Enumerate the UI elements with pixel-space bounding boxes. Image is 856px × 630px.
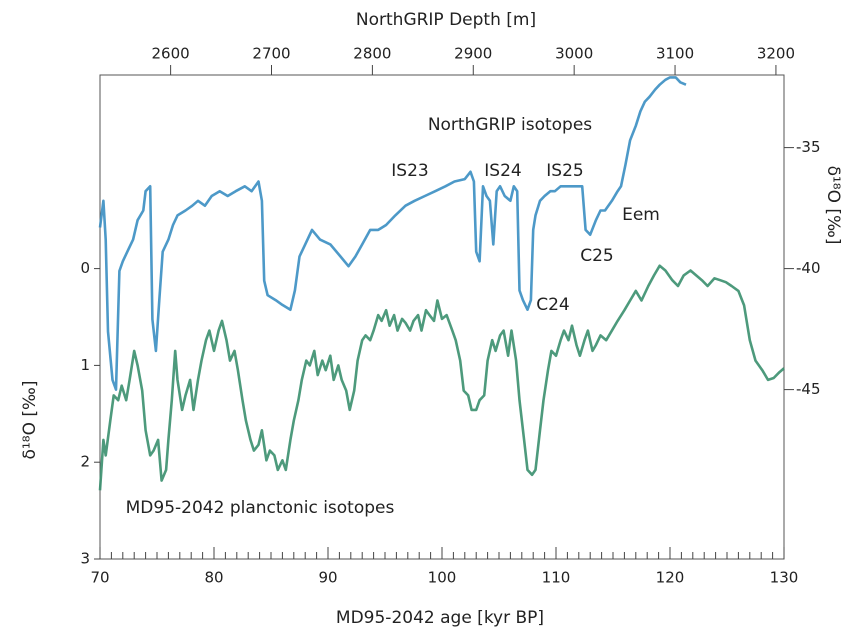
annotation: IS25 xyxy=(546,161,583,181)
series-label: MD95-2042 planctonic isotopes xyxy=(126,498,395,518)
x2-tick-label: 2900 xyxy=(454,45,492,63)
x-tick-label: 90 xyxy=(318,569,337,587)
y-tick-label: 3 xyxy=(80,550,90,568)
x-tick-label: 80 xyxy=(204,569,223,587)
y2-tick-label: -45 xyxy=(796,380,821,398)
annotation: IS23 xyxy=(391,161,428,181)
annotation: IS24 xyxy=(484,161,521,181)
x-tick-label: 130 xyxy=(770,569,799,587)
y-tick-label: 1 xyxy=(80,356,90,374)
x2-tick-label: 2700 xyxy=(252,45,290,63)
y2-tick-label: -40 xyxy=(796,259,821,277)
y2-axis-title: δ¹⁸O [‰] xyxy=(823,166,843,245)
x2-axis-title: NorthGRIP Depth [m] xyxy=(356,10,536,30)
y-axis-title: δ¹⁸O [‰] xyxy=(20,381,40,460)
annotation: Eem xyxy=(622,205,660,225)
y2-tick-label: -35 xyxy=(796,138,821,156)
x-tick-label: 120 xyxy=(656,569,685,587)
annotation: C25 xyxy=(580,246,614,266)
x-tick-label: 110 xyxy=(542,569,571,587)
x2-tick-label: 3000 xyxy=(555,45,593,63)
series-line xyxy=(98,76,687,391)
x-axis-title: MD95-2042 age [kyr BP] xyxy=(336,608,544,628)
x2-tick-label: 2800 xyxy=(353,45,391,63)
x-tick-label: 70 xyxy=(90,569,109,587)
y-tick-label: 2 xyxy=(80,453,90,471)
y-tick-label: 0 xyxy=(80,259,90,277)
x2-tick-label: 3100 xyxy=(656,45,694,63)
annotation: C24 xyxy=(536,295,570,315)
x2-tick-label: 2600 xyxy=(152,45,190,63)
series-label: NorthGRIP isotopes xyxy=(428,115,592,135)
x-tick-label: 100 xyxy=(428,569,457,587)
x2-tick-label: 3200 xyxy=(757,45,795,63)
series-line xyxy=(98,264,785,491)
